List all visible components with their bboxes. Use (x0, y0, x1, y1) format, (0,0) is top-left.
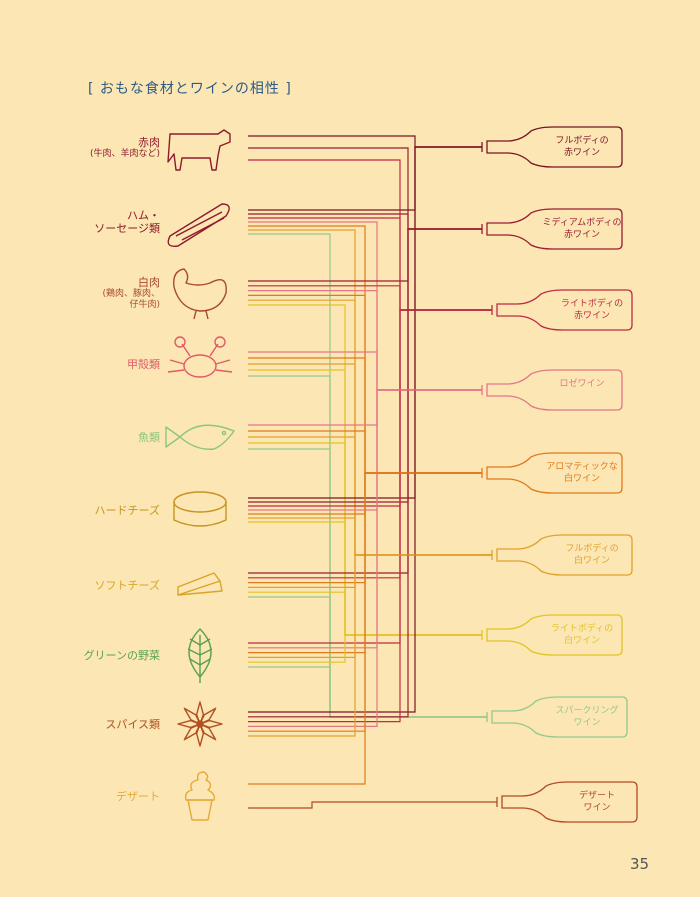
pairing-line (248, 375, 487, 718)
bottle-icon (481, 452, 623, 494)
pairing-line (248, 309, 492, 507)
pairing-line (248, 285, 492, 311)
food-label: スパイス類 (68, 718, 160, 731)
food-name: ハードチーズ (94, 503, 160, 517)
food-label: デザート (68, 790, 160, 803)
pairing-line (248, 146, 482, 713)
food-icons (165, 129, 235, 821)
bottle-icon (486, 696, 628, 738)
pairing-line (248, 146, 482, 211)
bottle-icon (481, 208, 623, 250)
bottle-icon (491, 289, 633, 331)
pairing-line (248, 217, 492, 311)
wine-label: フルボディの 白ワイン (565, 544, 619, 566)
wine-label: ロゼワイン (559, 379, 605, 389)
bottle-icon (481, 369, 623, 411)
pairing-line (248, 389, 482, 728)
ham-icon (167, 203, 230, 247)
cow-icon (167, 129, 231, 171)
food-name: 白肉 (138, 275, 160, 289)
leaf-icon (187, 628, 213, 683)
wine-label: フルボディの 赤ワイン (555, 136, 609, 158)
dessert-icon (184, 771, 216, 821)
page-number: 35 (630, 855, 650, 873)
food-label: グリーンの野菜 (68, 649, 160, 662)
food-name: スパイス類 (105, 717, 160, 731)
food-subtitle: (牛肉、羊肉など) (89, 149, 160, 159)
food-label: 赤肉 (牛肉、羊肉など) (68, 136, 160, 160)
pairing-line (248, 472, 482, 785)
pairing-line (248, 801, 497, 809)
soft-cheese-icon (177, 572, 223, 596)
pairing-line (248, 554, 492, 737)
wine-label: アロマティックな 白ワイン (546, 462, 618, 484)
wine-label: デザート ワイン (578, 791, 615, 813)
fish-icon (165, 424, 235, 450)
wine-label: ライトボディの 白ワイン (550, 624, 614, 646)
food-name: 甲殻類 (127, 357, 160, 371)
food-name: ハム・ ソーセージ類 (94, 209, 160, 235)
pairing-line (248, 233, 487, 718)
food-label: 白肉 (鶏肉、豚肉、 仔牛肉) (68, 276, 160, 311)
pairing-line (248, 135, 482, 148)
pairing-line (248, 517, 492, 556)
pairing-line (248, 309, 492, 644)
hard-cheese-icon (173, 491, 227, 527)
pairing-line (248, 309, 492, 579)
bottle-icon (481, 126, 623, 168)
food-name: 魚類 (138, 430, 160, 444)
chicken-icon (173, 268, 227, 320)
food-name: ソフトチーズ (94, 578, 160, 592)
pairing-line (248, 363, 492, 556)
bottle-icon (491, 534, 633, 576)
pairing-line (248, 634, 482, 663)
food-label: 甲殻類 (68, 358, 160, 371)
pairing-line (248, 299, 492, 556)
wine-label: スパークリング ワイン (555, 706, 619, 728)
pairing-line (248, 554, 492, 659)
wine-bottles (481, 126, 638, 823)
pairing-line (248, 666, 487, 718)
food-label: ハードチーズ (68, 504, 160, 517)
food-name: 赤肉 (138, 136, 160, 149)
pairing-line (248, 159, 492, 311)
bottle-icon (481, 614, 623, 656)
wine-label: ライトボディの 赤ワイン (560, 299, 624, 321)
page-title: [ おもな食材とワインの相性 ] (88, 81, 292, 97)
bottle-icon (496, 781, 638, 823)
food-label: ソフトチーズ (68, 579, 160, 592)
food-name: デザート (116, 789, 160, 803)
food-label: ハム・ ソーセージ類 (68, 209, 160, 235)
pairing-line (248, 436, 492, 556)
food-name: グリーンの野菜 (83, 648, 160, 662)
wine-label: ミディアムボディの 赤ワイン (542, 218, 622, 240)
pairing-line (248, 309, 492, 723)
star-anise-icon (177, 701, 223, 747)
connector-lines (248, 135, 497, 809)
food-subtitle: (鶏肉、豚肉、 仔牛肉) (102, 288, 160, 310)
crab-icon (167, 336, 233, 378)
food-label: 魚類 (68, 431, 160, 444)
